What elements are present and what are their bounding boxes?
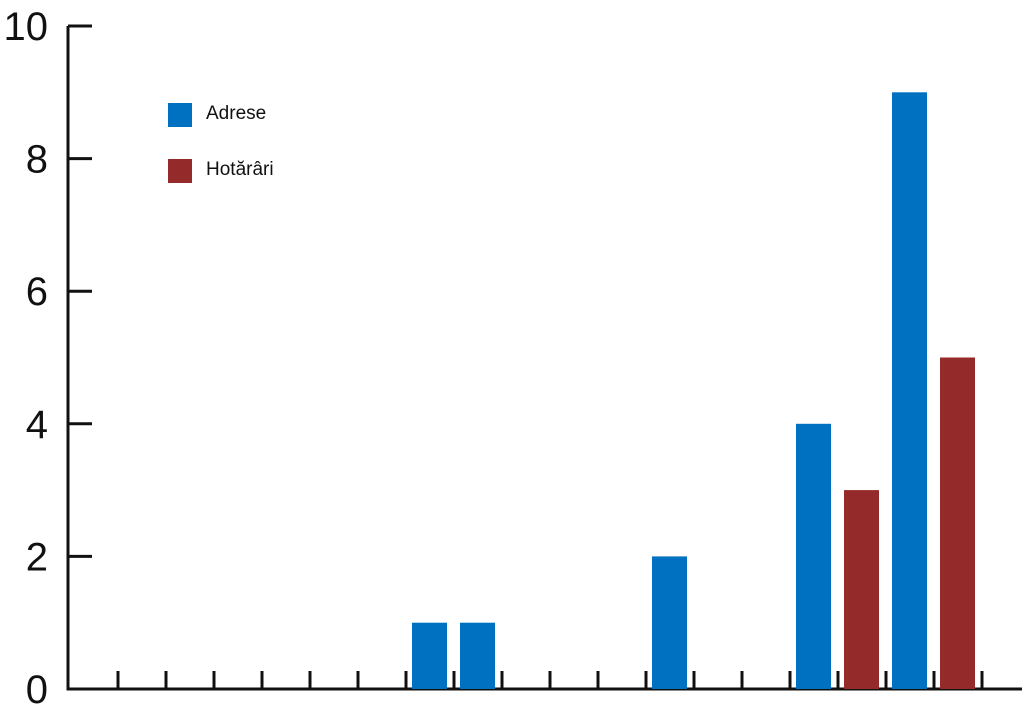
y-tick-label: 6 — [26, 270, 48, 314]
bar — [652, 556, 687, 689]
legend-label: Adrese — [206, 103, 266, 124]
y-tick-label: 8 — [26, 138, 48, 182]
legend-swatch — [168, 159, 192, 183]
bar — [940, 357, 975, 689]
bar — [460, 622, 495, 689]
y-tick-label: 10 — [4, 5, 49, 49]
bar — [412, 622, 447, 689]
bar — [844, 490, 879, 689]
bar — [796, 423, 831, 689]
y-tick-label: 2 — [26, 535, 48, 579]
legend-label: Hotărâri — [206, 159, 274, 180]
bars — [412, 92, 975, 690]
y-tick-label: 0 — [26, 668, 48, 706]
axes: 0 2 4 6 8 10 — [4, 5, 1022, 706]
legend-swatch — [168, 103, 192, 127]
bar — [892, 92, 927, 690]
legend: Adrese Hotărâri — [168, 103, 274, 183]
y-tick-label: 4 — [26, 403, 48, 447]
